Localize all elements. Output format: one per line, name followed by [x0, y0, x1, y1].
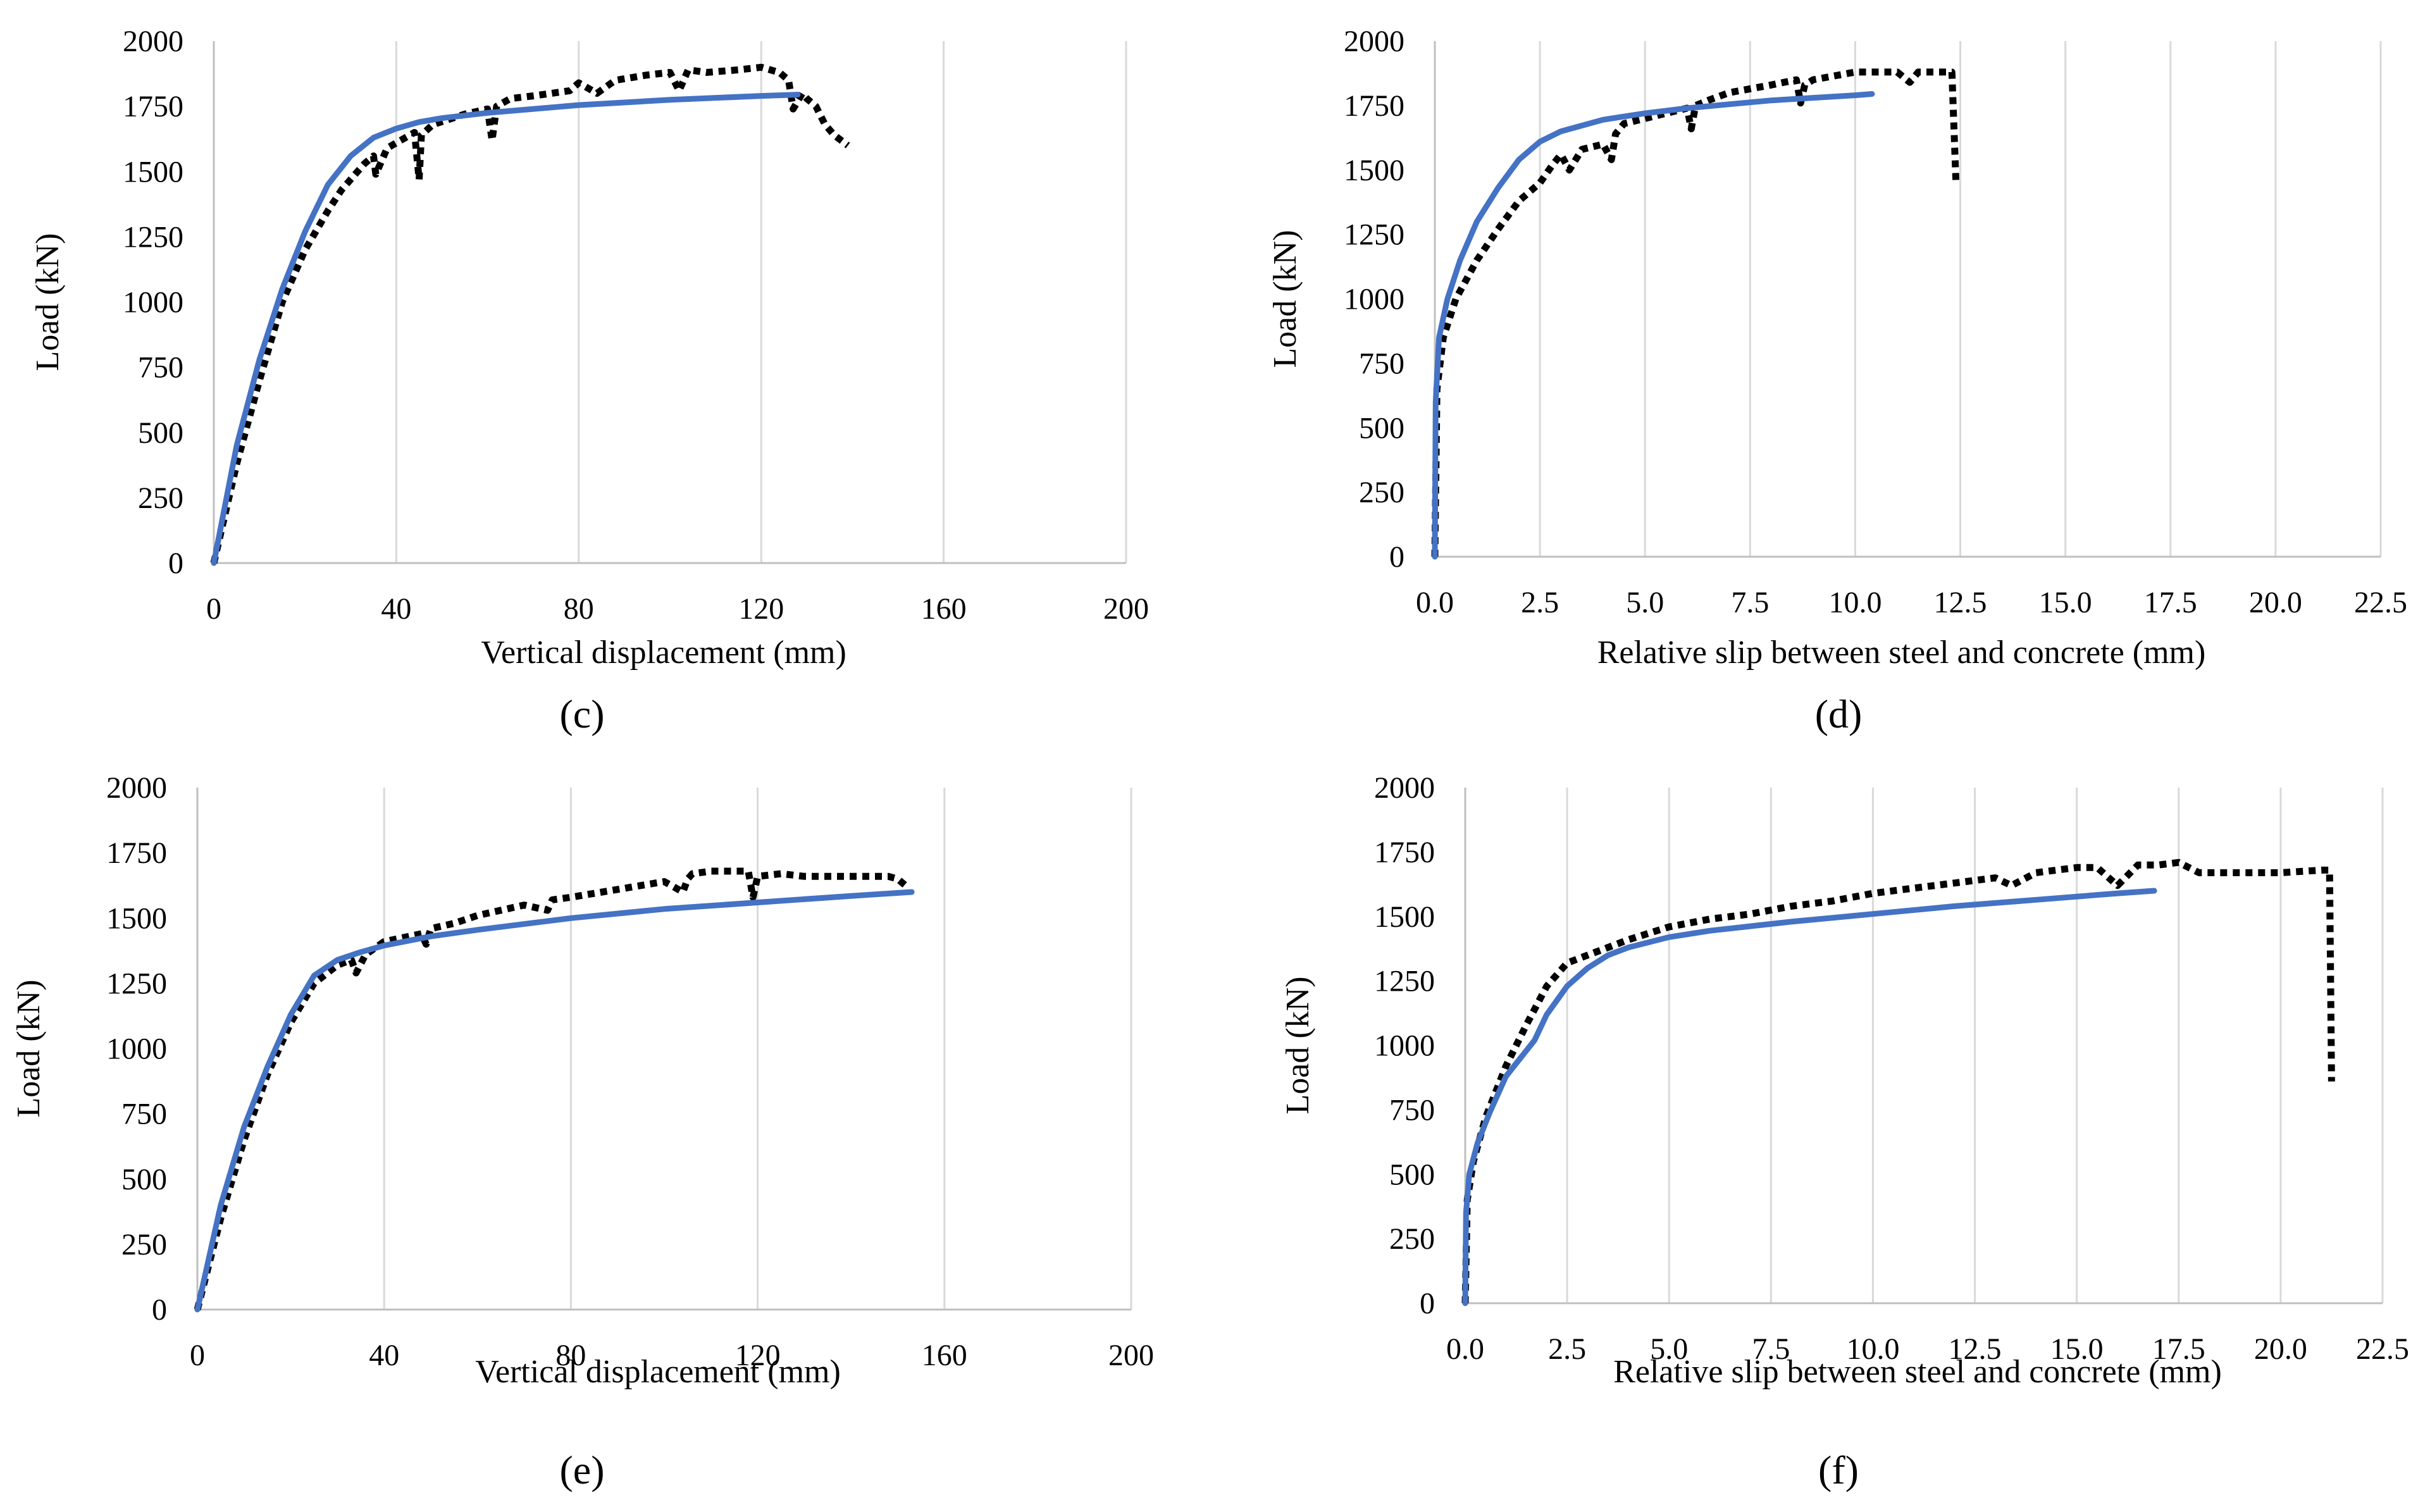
y-axis-title: Load (kN) — [1280, 976, 1316, 1114]
x-tick-label: 17.5 — [2152, 1332, 2205, 1366]
y-tick-label: 1250 — [1344, 218, 1404, 252]
x-tick-label: 10.0 — [1846, 1332, 1899, 1366]
series-line-numerical — [211, 92, 801, 566]
x-tick-label: 15.0 — [2050, 1332, 2104, 1366]
y-tick-label: 1750 — [1374, 836, 1435, 869]
y-tick-label: 1500 — [1374, 900, 1435, 934]
y-tick-label: 250 — [1389, 1222, 1435, 1256]
x-tick-label: 200 — [1103, 592, 1149, 626]
x-tick-label: 40 — [381, 592, 411, 626]
x-tick-label: 20.0 — [2254, 1332, 2307, 1366]
y-axis-title: Load (kN) — [30, 233, 66, 371]
x-tick-label: 200 — [1108, 1339, 1154, 1372]
y-tick-label: 1000 — [1344, 283, 1404, 316]
series-line-numerical — [1432, 91, 1875, 560]
x-tick-label: 7.5 — [1752, 1332, 1790, 1366]
y-tick-label: 500 — [1359, 411, 1404, 445]
x-tick-label: 160 — [921, 592, 967, 626]
x-tick-label: 80 — [564, 592, 594, 626]
y-tick-label: 1000 — [1374, 1029, 1435, 1063]
x-tick-label: 120 — [735, 1339, 781, 1372]
x-tick-label: 15.0 — [2039, 586, 2092, 619]
y-tick-label: 1500 — [123, 155, 183, 189]
x-tick-label: 22.5 — [2356, 1332, 2409, 1366]
x-tick-label: 160 — [922, 1339, 967, 1372]
y-tick-label: 750 — [1389, 1093, 1435, 1127]
y-tick-label: 250 — [1359, 476, 1404, 509]
y-axis-title: Load (kN) — [11, 979, 47, 1117]
y-tick-label: 500 — [1389, 1158, 1435, 1191]
y-tick-label: 1250 — [123, 220, 183, 254]
chart-panel-d: (d) 0.0 2.5 5.0 7.5 10.0 12.5 15.0 17.5 20.0 22.5… — [1267, 25, 2407, 736]
y-tick-label: 1750 — [123, 90, 183, 123]
y-tick-label: 1000 — [123, 286, 183, 319]
panel-label: (e) — [559, 1447, 604, 1492]
y-tick-label: 750 — [121, 1098, 167, 1131]
y-tick-label: 2000 — [1374, 771, 1435, 805]
series-line-experimental — [210, 63, 850, 564]
y-tick-label: 1250 — [1374, 965, 1435, 998]
x-tick-label: 7.5 — [1731, 586, 1769, 619]
y-tick-label: 500 — [138, 416, 183, 450]
x-tick-label: 0.0 — [1416, 586, 1454, 619]
y-tick-label: 2000 — [106, 771, 167, 805]
x-tick-label: 22.5 — [2354, 586, 2407, 619]
y-tick-label: 2000 — [1344, 25, 1404, 58]
panel-label: (f) — [1818, 1447, 1859, 1492]
y-tick-label: 500 — [121, 1163, 167, 1196]
y-tick-label: 250 — [138, 481, 183, 515]
series-line-experimental — [1461, 858, 2335, 1304]
y-tick-label: 0 — [1420, 1287, 1435, 1320]
y-tick-label: 2000 — [123, 25, 183, 58]
x-tick-label: 12.5 — [1949, 1332, 2002, 1366]
x-tick-label: 17.5 — [2144, 586, 2197, 619]
x-tick-label: 20.0 — [2249, 586, 2302, 619]
y-tick-label: 250 — [121, 1228, 167, 1261]
x-axis-title: Vertical displacement (mm) — [481, 635, 846, 671]
series-line-experimental — [194, 867, 910, 1311]
y-tick-label: 1750 — [106, 836, 167, 870]
x-tick-label: 0 — [190, 1339, 205, 1372]
x-tick-label: 2.5 — [1521, 586, 1559, 619]
x-axis-title: Relative slip between steel and concrete… — [1613, 1354, 2222, 1390]
x-tick-label: 10.0 — [1828, 586, 1881, 619]
y-tick-label: 1250 — [106, 967, 167, 1000]
panel-label: (c) — [559, 691, 604, 736]
y-tick-label: 0 — [1389, 540, 1404, 574]
series-line-numerical — [194, 889, 915, 1313]
x-tick-label: 40 — [369, 1339, 399, 1372]
x-tick-label: 12.5 — [1934, 586, 1987, 619]
y-tick-label: 750 — [138, 351, 183, 385]
y-axis-title: Load (kN) — [1267, 230, 1303, 368]
x-tick-label: 2.5 — [1548, 1332, 1586, 1366]
x-tick-label: 5.0 — [1650, 1332, 1688, 1366]
x-tick-label: 0.0 — [1446, 1332, 1484, 1366]
series-line-experimental — [1431, 68, 1960, 557]
x-axis-title: Relative slip between steel and concrete… — [1597, 635, 2206, 671]
y-tick-label: 0 — [152, 1293, 167, 1327]
panel-label: (d) — [1815, 691, 1863, 736]
y-tick-label: 1750 — [1344, 89, 1404, 123]
chart-panel-e: (e) 0 40 80 120 160 2000250500750100012501500… — [11, 771, 1154, 1492]
y-tick-label: 1500 — [1344, 154, 1404, 187]
y-tick-label: 1500 — [106, 902, 167, 935]
y-tick-label: 750 — [1359, 347, 1404, 380]
x-tick-label: 120 — [738, 592, 784, 626]
y-tick-label: 1000 — [106, 1032, 167, 1066]
series-line-numerical — [1462, 888, 2157, 1306]
chart-panel-c: (c) 0 40 80 120 160 2000250500750100012501500… — [30, 25, 1149, 736]
x-tick-label: 80 — [555, 1339, 586, 1372]
chart-panel-f: (f) 0.0 2.5 5.0 7.5 10.0 12.5 15.0 17.5 20.0 22.5… — [1280, 771, 2409, 1492]
y-tick-label: 0 — [168, 547, 183, 580]
x-tick-label: 5.0 — [1626, 586, 1664, 619]
x-tick-label: 0 — [206, 592, 221, 626]
x-axis-title: Vertical displacement (mm) — [475, 1354, 841, 1390]
